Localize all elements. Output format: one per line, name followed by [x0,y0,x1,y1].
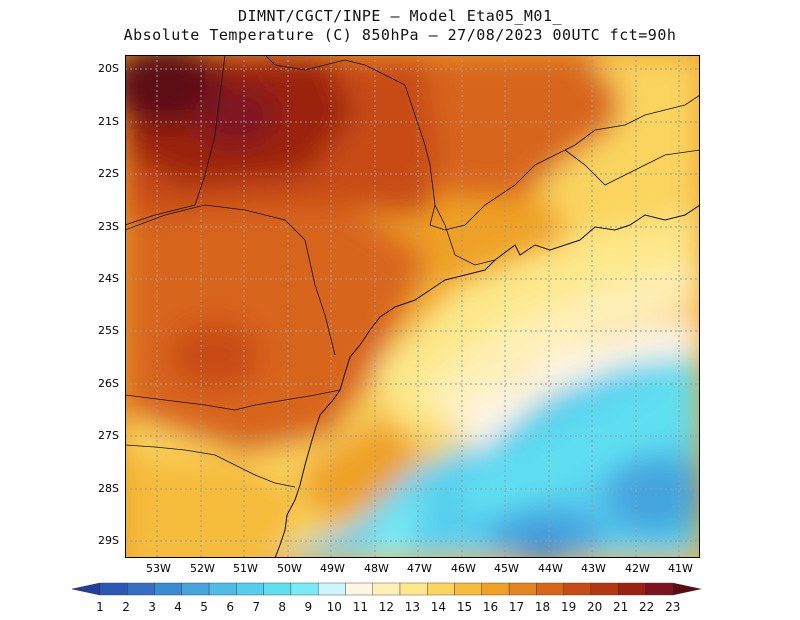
colorbar-arrow-low [72,582,101,596]
colorbar-label: 16 [483,600,498,614]
map-frame [125,55,700,558]
figure-title-line2: Absolute Temperature (C) 850hPa – 27/08/… [123,26,677,44]
lat-label: 27S [98,429,119,442]
colorbar-segment [290,582,319,596]
colorbar-arrow-high [672,582,701,596]
colorbar-label: 18 [535,600,550,614]
colorbar-segment [563,582,592,596]
colorbar-segment [181,582,210,596]
state-borders [125,55,700,488]
colorbar-label: 15 [457,600,472,614]
lat-label: 29S [98,534,119,547]
lon-label: 50W [277,562,302,575]
colorbar-label: 21 [613,600,628,614]
colorbar-label: 20 [587,600,602,614]
lon-label: 44W [538,562,563,575]
coastline [274,204,700,558]
lat-label: 25S [98,324,119,337]
colorbar-segment [236,582,264,596]
colorbar-label: 3 [148,600,156,614]
lat-label: 23S [98,220,119,233]
colorbar-segment [399,582,428,596]
lon-label: 41W [668,562,693,575]
lat-label: 21S [98,115,119,128]
lat-lon-grid [125,55,700,558]
colorbar-segment [154,582,183,596]
lon-label: 52W [190,562,215,575]
colorbar-label: 13 [405,600,420,614]
lon-label: 49W [320,562,345,575]
colorbar-label: 1 [96,600,104,614]
lon-label: 45W [494,562,519,575]
colorbar-label: 17 [509,600,524,614]
colorbar-label: 22 [639,600,654,614]
lon-label: 48W [364,562,389,575]
colorbar-label: 6 [226,600,234,614]
colorbar-label: 4 [174,600,182,614]
lat-label: 20S [98,62,119,75]
colorbar-segment [454,582,483,596]
colorbar-label: 2 [122,600,130,614]
colorbar-label: 10 [327,600,342,614]
colorbar-segment [508,582,537,596]
colorbar-segment [617,582,646,596]
colorbar-label: 19 [561,600,576,614]
lon-label: 46W [451,562,476,575]
colorbar-segment [127,582,155,596]
lon-label: 42W [625,562,650,575]
colorbar-segment [208,582,237,596]
map-svg [125,55,700,558]
colorbar-segment [427,582,455,596]
colorbar-label: 7 [252,600,260,614]
colorbar-label: 11 [353,600,368,614]
colorbar-label: 12 [379,600,394,614]
colorbar: 1 2 3 4 5 6 7 8 9 10 11 12 13 14 15 16 17 18 19 20 21 22 23 [72,582,701,614]
colorbar-segment [645,582,673,596]
lon-label: 43W [581,562,606,575]
lat-label: 28S [98,482,119,495]
colorbar-segment [263,582,292,596]
colorbar-label: 8 [278,600,286,614]
lon-label: 47W [407,562,432,575]
colorbar-segment [590,582,619,596]
temperature-map [125,55,700,558]
colorbar-label: 9 [304,600,312,614]
colorbar-label: 14 [431,600,446,614]
lat-label: 24S [98,272,119,285]
colorbar-segment [345,582,373,596]
colorbar-label: 23 [665,600,680,614]
lon-label: 51W [233,562,258,575]
colorbar-segment [481,582,510,596]
lat-label: 26S [98,377,119,390]
figure-title-line1: DIMNT/CGCT/INPE – Model Eta05_M01_ [237,7,563,25]
temp-field [125,55,700,558]
lat-label: 22S [98,167,119,180]
lon-label: 53W [146,562,171,575]
colorbar-segment [372,582,401,596]
colorbar-segment [99,582,128,596]
colorbar-label: 5 [200,600,208,614]
colorbar-segment [536,582,564,596]
colorbar-segment [317,582,346,596]
